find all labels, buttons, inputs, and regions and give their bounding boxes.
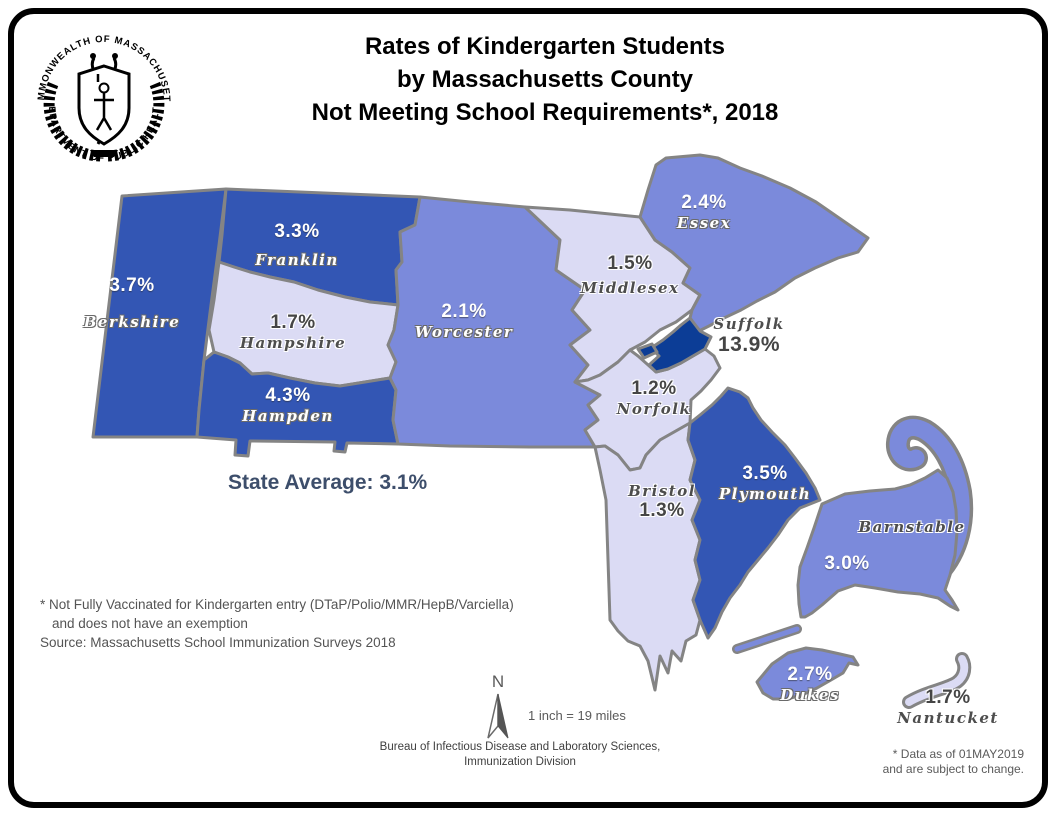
bureau-line-2: Immunization Division <box>464 756 576 768</box>
seal-snake-head-left <box>90 53 96 59</box>
rate-value: 1.3% <box>639 500 685 521</box>
county-name: Middlesex <box>580 279 680 297</box>
rate-value: 3.3% <box>274 221 320 242</box>
county-label-dukes: 2.7% Dukes <box>780 664 840 704</box>
north-label: N <box>491 672 505 691</box>
mass-dph-seal-logo: COMMONWEALTH OF MASSACHUSETTS DEPARTMENT… <box>28 20 171 164</box>
rate-value: 1.2% <box>631 378 677 399</box>
title-line-2: by Massachusetts County <box>396 66 694 93</box>
rate-value: 2.4% <box>681 192 727 213</box>
rate-value: 3.7% <box>109 275 155 296</box>
rate-value: 4.3% <box>265 385 311 406</box>
rate-value: 2.1% <box>441 301 487 322</box>
county-label-worcester: 2.1% Worcester <box>415 301 514 341</box>
rate-value: 2.7% <box>787 664 833 685</box>
seal-snake-head-right <box>112 53 118 59</box>
county-shape-suffolk-sliver <box>636 342 659 360</box>
county-shape-elizabeth-islands-fill <box>734 626 800 652</box>
county-name: Barnstable <box>858 518 966 536</box>
rate-value: 1.5% <box>607 253 653 274</box>
county-label-middlesex: 1.5% Middlesex <box>581 253 680 297</box>
rate-value: 13.9% <box>717 333 781 356</box>
county-shape-suffolk <box>647 316 713 374</box>
data-note-line-1: * Data as of 01MAY2019 <box>892 747 1024 761</box>
county-label-plymouth: 3.5% Plymouth <box>719 463 811 503</box>
laurel-left <box>43 79 101 162</box>
county-label-hampshire: 1.7% Hampshire <box>240 312 346 352</box>
county-shape-barnstable <box>796 468 960 619</box>
county-shape-cape-arm-fill <box>889 419 970 581</box>
county-shape-bristol <box>593 421 702 692</box>
rate-value: 3.0% <box>824 553 870 574</box>
footnote-line-3: Source: Massachusetts School Immunizatio… <box>40 635 396 650</box>
county-name: Berkshire <box>83 313 181 331</box>
county-name: Hampshire <box>239 334 347 352</box>
page-title: Rates of Kindergarten Students by Massac… <box>205 30 885 129</box>
county-name: Franklin <box>255 251 339 269</box>
county-label-bristol: Bristol 1.3% <box>628 482 696 522</box>
county-label-hampden: 4.3% Hampden <box>242 385 334 425</box>
rate-value: 1.7% <box>270 312 316 333</box>
county-shape-plymouth <box>686 386 822 640</box>
title-line-3: Not Meeting School Requirements*, 2018 <box>311 99 779 126</box>
county-shape-essex <box>638 153 870 333</box>
county-name: Worcester <box>414 323 514 341</box>
county-label-suffolk: Suffolk 13.9% <box>713 315 784 357</box>
bureau-line-1: Bureau of Infectious Disease and Laborat… <box>379 741 661 753</box>
seal-figure-body <box>94 74 114 131</box>
county-name: Norfolk <box>616 400 692 418</box>
footnotes: * Not Fully Vaccinated for Kindergarten … <box>40 595 514 652</box>
county-label-barnstable-name: Barnstable <box>858 518 965 536</box>
county-name: Nantucket <box>897 709 999 727</box>
county-label-essex: 2.4% Essex <box>677 192 731 232</box>
data-note: * Data as of 01MAY2019 and are subject t… <box>883 747 1024 777</box>
county-name: Suffolk <box>713 315 785 333</box>
county-name: Hampden <box>242 407 334 425</box>
footnote-line-1: * Not Fully Vaccinated for Kindergarten … <box>40 597 514 612</box>
county-label-norfolk: 1.2% Norfolk <box>617 378 692 418</box>
rate-value: 1.7% <box>925 687 971 708</box>
laurel-right <box>107 79 165 162</box>
compass-needle-icon <box>487 693 509 739</box>
county-label-berkshire: 3.7% Berkshire <box>84 275 181 331</box>
title-line-1: Rates of Kindergarten Students <box>364 33 726 60</box>
rate-value: 3.5% <box>742 463 788 484</box>
county-name: Dukes <box>780 686 840 704</box>
bureau-credit: Bureau of Infectious Disease and Laborat… <box>380 740 661 770</box>
county-shape-norfolk <box>573 347 722 472</box>
county-label-barnstable-rate: 3.0% <box>824 553 869 575</box>
scale-text: 1 inch = 19 miles <box>528 708 626 723</box>
county-shape-nantucket-fill <box>905 655 969 706</box>
county-label-nantucket: 1.7% Nantucket <box>897 687 999 727</box>
data-note-line-2: and are subject to change. <box>882 762 1024 776</box>
seal-anvil <box>90 150 118 157</box>
county-label-franklin: 3.3% Franklin <box>255 221 339 269</box>
county-name: Essex <box>676 214 732 232</box>
north-arrow: N <box>478 672 518 747</box>
county-shape-dukes <box>755 646 860 701</box>
state-average-label: State Average: 3.1% <box>228 471 428 494</box>
county-name: Bristol <box>628 482 696 500</box>
county-name: Plymouth <box>718 485 812 503</box>
footnote-line-2: and does not have an exemption <box>52 616 248 631</box>
